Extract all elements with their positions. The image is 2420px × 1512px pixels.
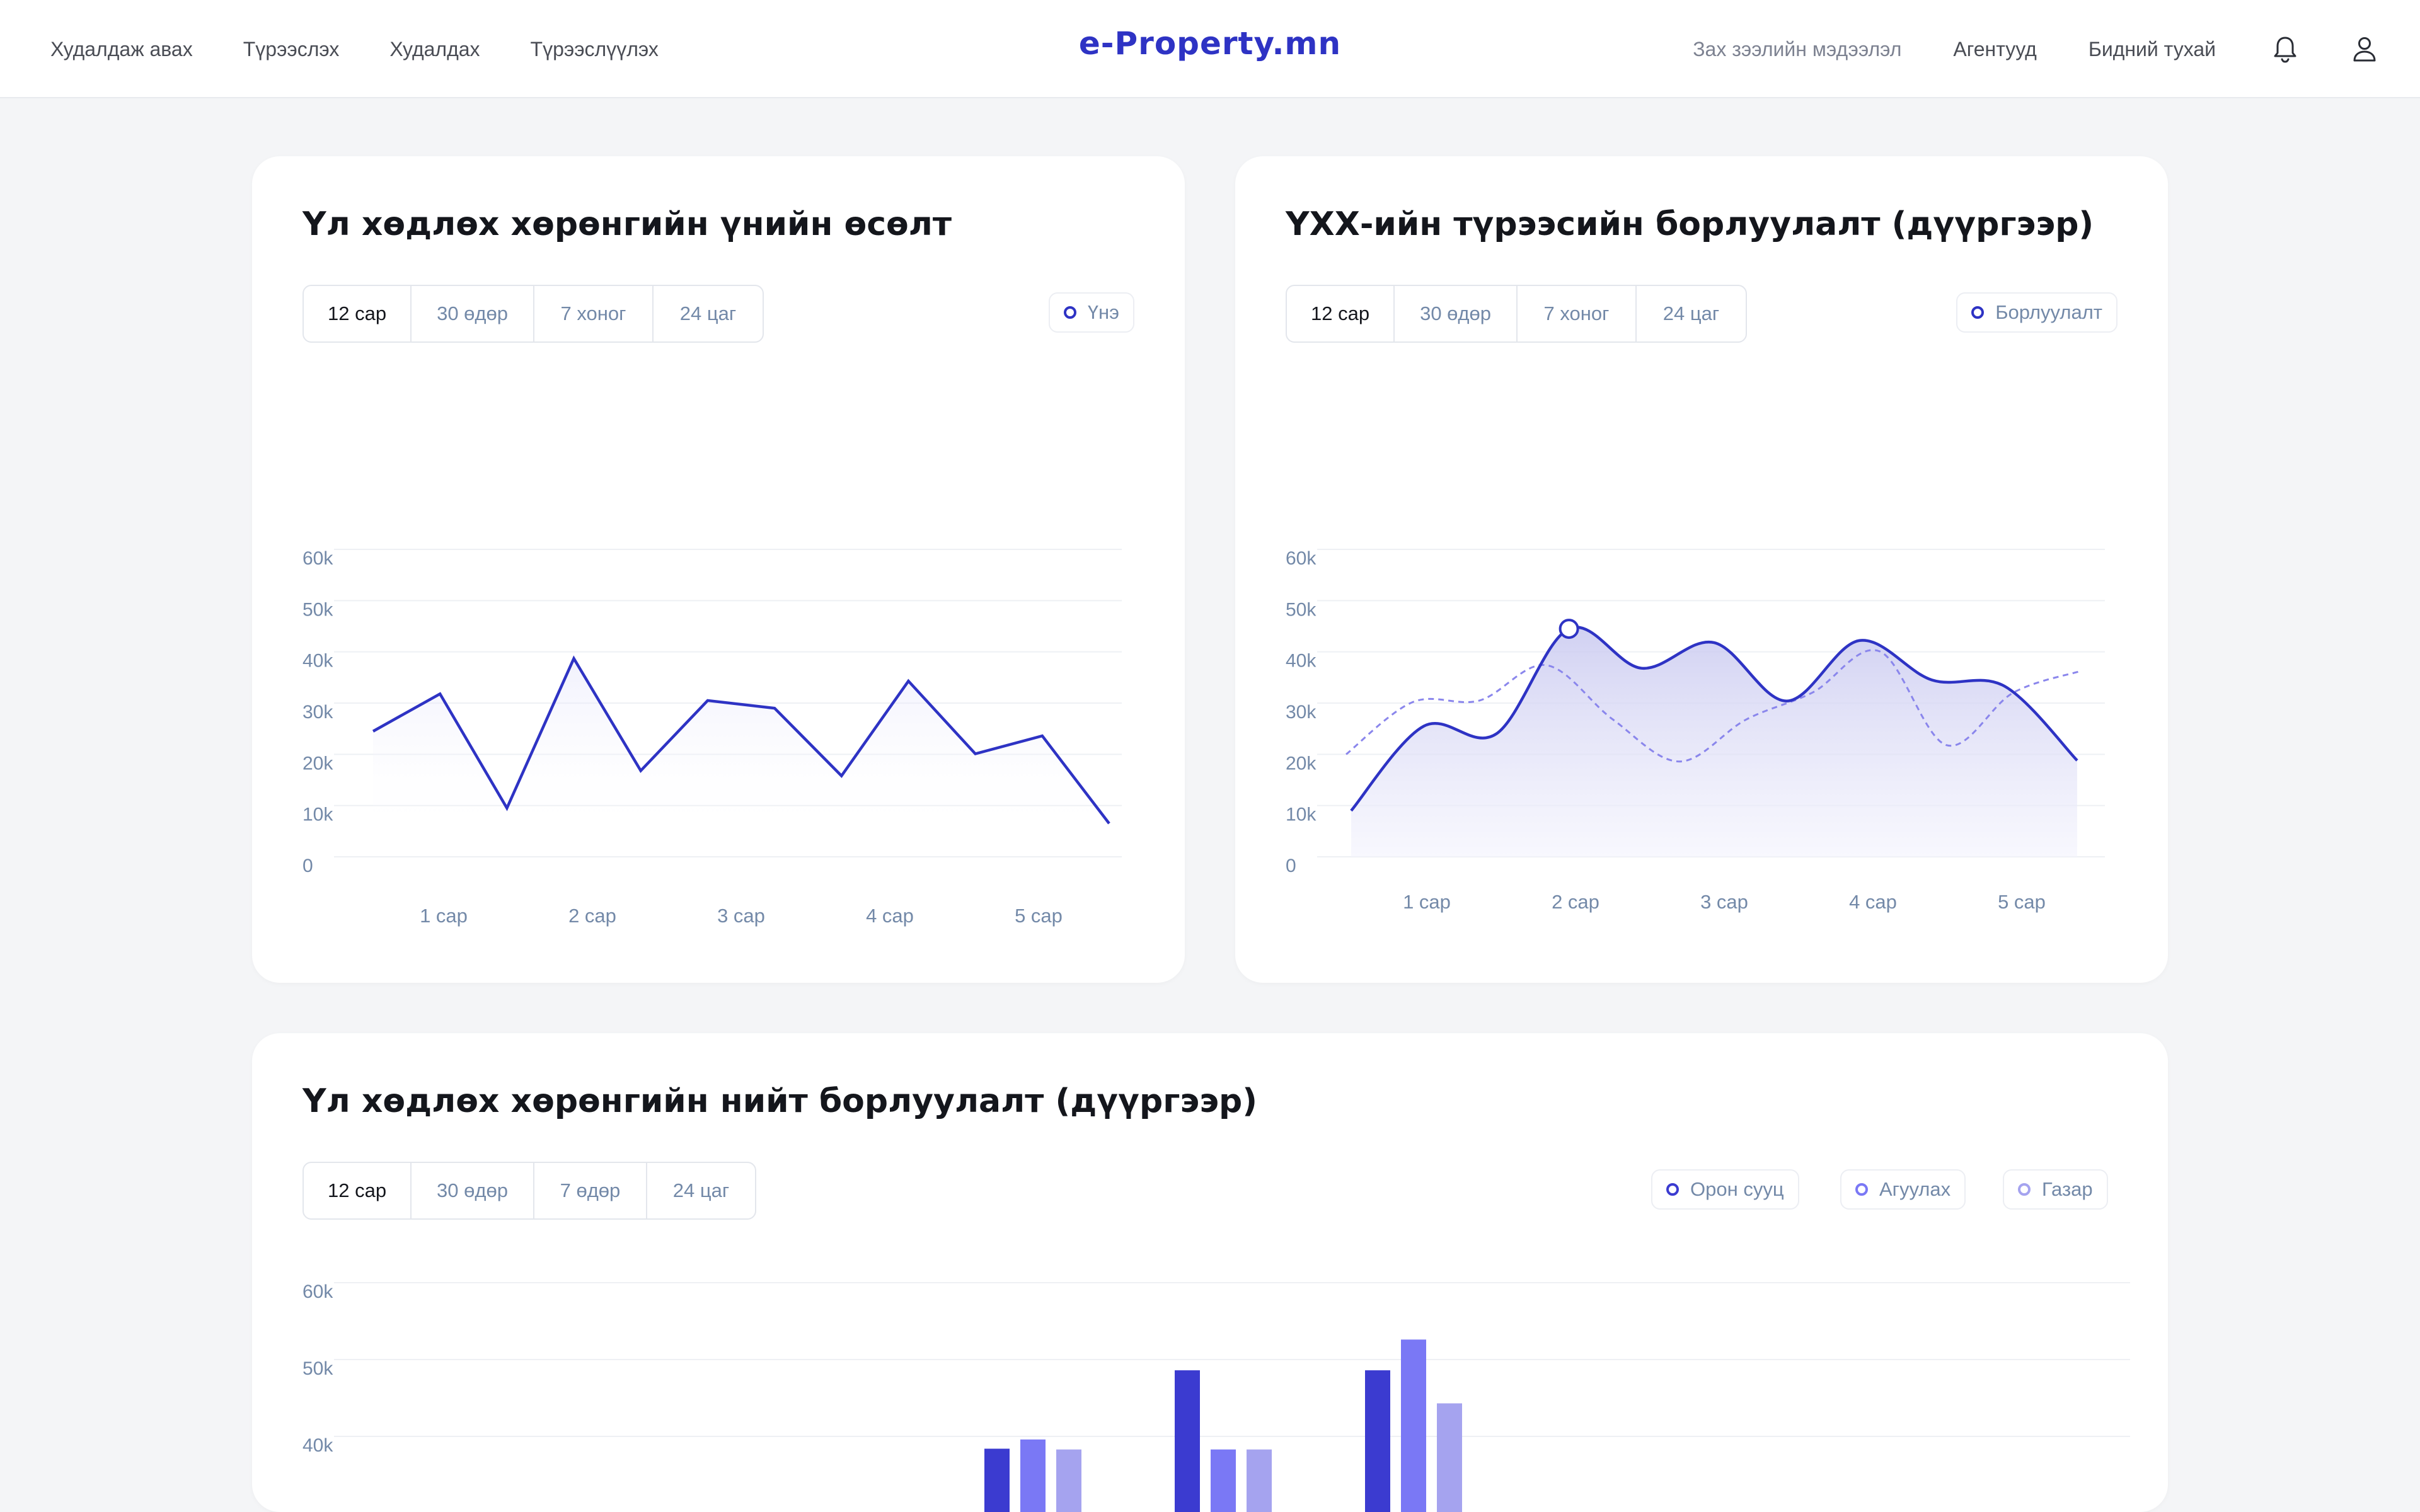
comparison-series-line — [1345, 649, 2080, 763]
brand-logo[interactable]: e-Property.mn — [1078, 25, 1342, 62]
rental-sales-card: ҮХХ-ийн түрээсийн борлуулалт (дүүргээр) … — [1235, 156, 2168, 983]
y-tick-label: 60k — [302, 548, 333, 569]
card-title: Үл хөдлөх хөрөнгийн үнийн өсөлт — [302, 205, 952, 243]
bar-2-2 — [1211, 1449, 1236, 1512]
user-icon — [2353, 37, 2376, 62]
tab-24-hours[interactable]: 24 цаг — [672, 1179, 730, 1201]
legend-warehouse[interactable]: Агуулах — [1840, 1169, 1966, 1210]
period-tabs: 12 сар 30 өдөр 7 хоног 24 цаг — [1286, 285, 1747, 343]
bar-3-2 — [1247, 1449, 1272, 1512]
x-tick-label: 5 сар — [1015, 905, 1063, 927]
rental-area-chart: 0 10k 20k 30k 40k 50k 60k 1 сар 2 сар 3 сар 4 сар 5… — [1286, 548, 2105, 913]
tab-24-hours[interactable]: 24 цаг — [679, 302, 737, 324]
nav-link-rent[interactable]: Түрээслэх — [243, 37, 340, 60]
bar-3-3 — [1437, 1403, 1462, 1512]
bar-2-3 — [1401, 1339, 1426, 1512]
legend-label: Борлуулалт — [1995, 301, 2102, 323]
y-tick-label: 20k — [302, 753, 333, 774]
legend-price[interactable]: Үнэ — [1048, 292, 1134, 333]
card-title: ҮХХ-ийн түрээсийн борлуулалт (дүүргээр) — [1286, 205, 2094, 243]
user-account-button[interactable] — [2347, 32, 2382, 67]
total-sales-bar-chart: 40k 50k 60k — [302, 1281, 2130, 1512]
nav-link-about[interactable]: Бидний тухай — [2088, 37, 2216, 60]
y-tick-label: 50k — [1286, 599, 1317, 620]
highlighted-point-marker — [1559, 619, 1579, 639]
top-navigation-bar: Худалдаж авах Түрээслэх Худалдах Түрээсл… — [0, 0, 2420, 98]
legend-circle-icon — [1971, 306, 1985, 319]
legend-apartment[interactable]: Орон сууц — [1651, 1169, 1799, 1210]
y-tick-label: 10k — [302, 805, 333, 825]
tab-24-hours[interactable]: 24 цаг — [1662, 302, 1720, 324]
tab-7-days[interactable]: 7 өдөр — [534, 1163, 647, 1218]
y-tick-label: 0 — [1286, 856, 1296, 876]
legend-label: Үнэ — [1087, 301, 1119, 323]
legend-label: Газар — [2042, 1178, 2093, 1200]
price-series-line — [372, 655, 1110, 825]
legend-land[interactable]: Газар — [2003, 1169, 2108, 1210]
card-title: Үл хөдлөх хөрөнгийн нийт борлуулалт (дүү… — [302, 1082, 1258, 1120]
bell-icon — [2274, 37, 2296, 63]
main-nav: Худалдаж авах Түрээслэх Худалдах Түрээсл… — [50, 0, 659, 98]
tab-12-months[interactable]: 12 сар — [1287, 286, 1395, 341]
bar-1-3 — [1365, 1370, 1390, 1512]
legend-circle-icon — [1063, 306, 1076, 319]
x-tick-label: 4 сар — [866, 905, 914, 927]
y-tick-label: 40k — [302, 651, 333, 672]
tab-7-weeks[interactable]: 7 хоног — [534, 286, 654, 341]
tab-12-months[interactable]: 12 сар — [304, 286, 412, 341]
nav-link-market-info[interactable]: Зах зээлийн мэдээлэл — [1693, 37, 1902, 60]
x-tick-label: 3 сар — [1700, 891, 1748, 913]
price-line-chart: 0 10k 20k 30k 40k 50k 60k 1 сар 2 сар 3 сар 4 сар 5… — [302, 548, 1122, 927]
price-growth-card: Үл хөдлөх хөрөнгийн үнийн өсөлт 12 сар 3… — [252, 156, 1185, 983]
y-tick-label: 10k — [1286, 805, 1317, 825]
nav-link-buy[interactable]: Худалдаж авах — [50, 37, 193, 60]
y-tick-label: 60k — [1286, 548, 1317, 569]
tab-30-days[interactable]: 30 өдөр — [1395, 286, 1518, 341]
tab-12-months[interactable]: 12 сар — [304, 1163, 412, 1218]
y-tick-label: 40k — [1286, 651, 1317, 672]
bar-3-1 — [1056, 1449, 1081, 1512]
y-tick-label: 30k — [302, 702, 333, 723]
y-tick-label: 40k — [302, 1435, 333, 1456]
nav-link-agents[interactable]: Агентууд — [1953, 37, 2037, 60]
x-tick-label: 2 сар — [568, 905, 616, 927]
x-tick-label: 4 сар — [1849, 891, 1897, 913]
legend-circle-icon — [2018, 1183, 2031, 1196]
bar-1-2 — [1175, 1370, 1200, 1512]
secondary-nav: Зах зээлийн мэдээлэл Агентууд Бидний тух… — [1693, 0, 2382, 98]
y-tick-label: 60k — [302, 1281, 333, 1302]
x-tick-label: 1 сар — [420, 905, 468, 927]
price-area-fill — [373, 658, 1109, 838]
y-tick-label: 50k — [302, 1358, 333, 1379]
x-tick-label: 3 сар — [717, 905, 765, 927]
nav-link-lease-out[interactable]: Түрээслүүлэх — [530, 37, 659, 60]
x-tick-label: 1 сар — [1403, 891, 1451, 913]
sales-area-fill — [1351, 627, 2077, 857]
legend-circle-icon — [1855, 1183, 1868, 1196]
legend-label: Агуулах — [1879, 1178, 1951, 1200]
y-tick-label: 0 — [302, 856, 313, 876]
tab-30-days[interactable]: 30 өдөр — [412, 286, 534, 341]
period-tabs: 12 сар 30 өдөр 7 хоног 24 цаг — [302, 285, 764, 343]
nav-link-sell[interactable]: Худалдах — [389, 37, 480, 60]
legend-circle-icon — [1666, 1183, 1679, 1196]
y-tick-label: 20k — [1286, 753, 1317, 774]
bar-1-1 — [984, 1448, 1010, 1512]
tab-7-weeks[interactable]: 7 хоног — [1518, 286, 1637, 341]
legend-sales[interactable]: Борлуулалт — [1956, 292, 2118, 333]
y-tick-label: 30k — [1286, 702, 1317, 723]
x-tick-label: 2 сар — [1552, 891, 1599, 913]
notifications-button[interactable] — [2267, 32, 2303, 67]
x-tick-label: 5 сар — [1998, 891, 2046, 913]
legend-label: Орон сууц — [1690, 1178, 1784, 1200]
period-tabs: 12 сар 30 өдөр 7 өдөр 24 цаг — [302, 1162, 756, 1220]
tab-30-days[interactable]: 30 өдөр — [412, 1163, 534, 1218]
y-tick-label: 50k — [302, 599, 333, 620]
sales-series-line — [1350, 626, 2078, 812]
total-sales-card: Үл хөдлөх хөрөнгийн нийт борлуулалт (дүү… — [252, 1033, 2168, 1512]
bar-2-1 — [1020, 1439, 1046, 1512]
